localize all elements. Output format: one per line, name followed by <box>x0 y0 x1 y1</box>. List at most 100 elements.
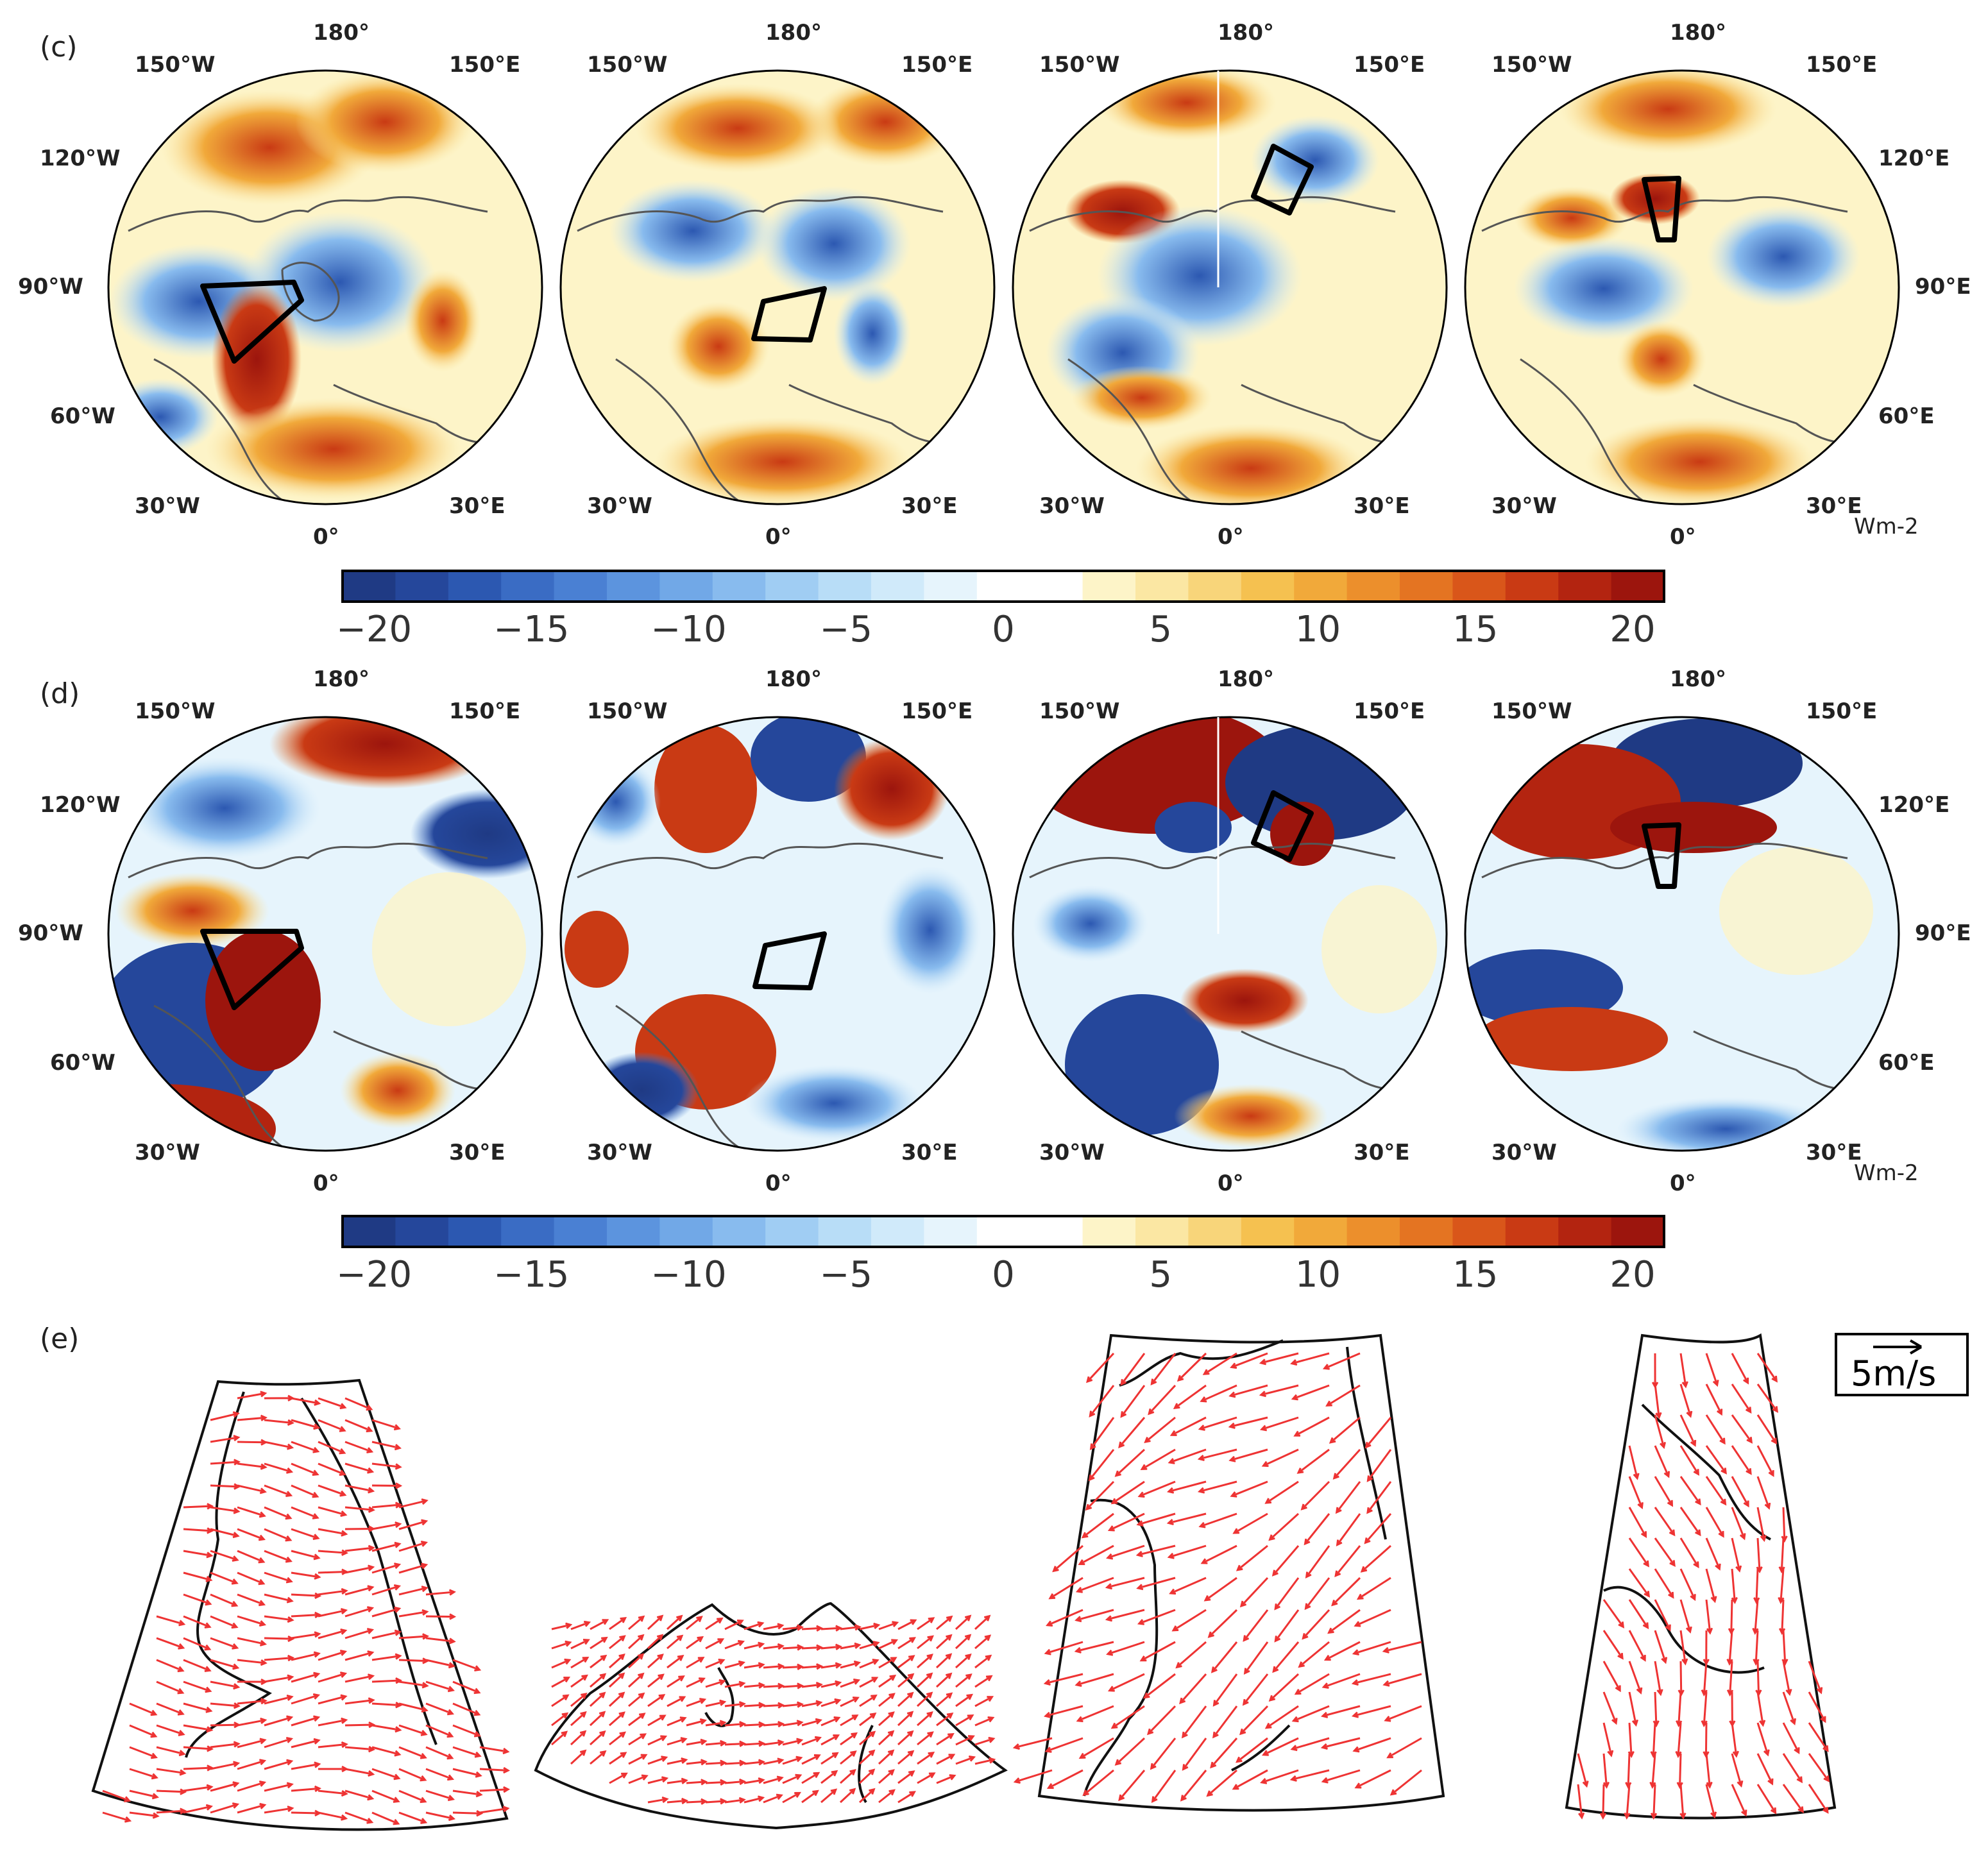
wind-vector-arrow <box>344 1811 374 1824</box>
wind-vector-arrow <box>782 1773 803 1784</box>
wind-vector-arrow <box>318 1650 348 1661</box>
wind-vector-arrow <box>686 1657 705 1669</box>
wind-vector-arrow <box>237 1528 266 1541</box>
wind-vector-arrow <box>974 1634 992 1650</box>
colorbar-cell <box>1347 571 1400 602</box>
wind-vector-arrow <box>264 1694 294 1705</box>
wind-vector-arrow <box>1652 1691 1660 1728</box>
wind-vector-arrow <box>371 1629 402 1639</box>
wind-vector-arrow <box>551 1622 573 1630</box>
wind-vector-arrow <box>1076 1705 1114 1723</box>
colorbar-cell <box>1505 1216 1559 1247</box>
wind-vector-arrow <box>1650 1722 1657 1759</box>
wind-vector-arrow <box>398 1680 429 1689</box>
wind-vector-arrow <box>210 1459 241 1466</box>
wind-vector-arrow <box>425 1746 454 1760</box>
wind-vector-arrow <box>1602 1599 1625 1629</box>
lon-label: 60°W <box>50 403 115 429</box>
wind-vector-arrow <box>840 1624 862 1631</box>
wind-vector-arrow <box>801 1700 823 1707</box>
wind-vector-arrow <box>936 1615 953 1630</box>
wind-vector-arrow <box>183 1571 213 1582</box>
wind-vector-arrow <box>183 1659 212 1672</box>
wind-vector-arrow <box>782 1756 803 1765</box>
wind-vector-arrow <box>371 1746 402 1757</box>
wind-vector-arrow <box>1169 1416 1207 1437</box>
wind-vector-arrow <box>1679 1537 1699 1569</box>
wind-vector-arrow <box>210 1528 240 1539</box>
wind-vector-arrow <box>1264 1705 1299 1729</box>
wind-vector-arrow <box>344 1506 375 1513</box>
colorbar-tick-label: −5 <box>819 1254 872 1296</box>
wind-vector-arrow <box>782 1624 804 1631</box>
lon-label: 30°W <box>1491 493 1557 519</box>
wind-vector-arrow <box>1628 1507 1647 1539</box>
wind-vector-arrow <box>936 1754 956 1765</box>
coord-labels-c: 180° 180° 180° 180° 150°W 150°E 150°W 15… <box>18 20 1971 550</box>
wind-vector-arrow <box>371 1482 403 1489</box>
wind-vector-arrow <box>859 1659 879 1669</box>
wind-vector-arrow <box>1236 1544 1268 1571</box>
wind-vector-arrow <box>237 1414 268 1421</box>
wind-vector-arrow <box>878 1675 897 1688</box>
wind-vector-arrow <box>666 1614 683 1630</box>
wind-vector-arrow <box>371 1584 402 1596</box>
colorbar-cell <box>1558 571 1612 602</box>
colorbar-tick-label: 20 <box>1610 1254 1655 1296</box>
wind-vector-arrow <box>820 1734 840 1746</box>
wind-vector-arrow <box>1239 1705 1269 1736</box>
lon-label: 150°E <box>449 52 520 78</box>
wind-vector-arrow <box>1173 1384 1207 1410</box>
lon-label: 30°E <box>1806 493 1862 519</box>
wind-vector-arrow <box>398 1746 427 1759</box>
wind-vector-arrow <box>1352 1641 1391 1656</box>
colorbar-tick-label: 5 <box>1149 1254 1172 1296</box>
wind-vector-arrow <box>686 1738 708 1746</box>
wind-vector-arrow <box>1731 1445 1752 1475</box>
wind-vector-arrow <box>344 1462 375 1474</box>
wind-vector-arrow <box>763 1643 785 1650</box>
wind-vector-arrow <box>743 1682 765 1689</box>
colorbar-tick-label: 0 <box>992 1254 1015 1296</box>
wind-vector-arrow <box>590 1636 608 1650</box>
wind-vector-arrow <box>820 1698 842 1707</box>
wind-vector-arrow <box>1302 1609 1330 1640</box>
wind-vector-arrow <box>1334 1545 1361 1578</box>
wind-vector-arrow <box>210 1761 241 1770</box>
wind-vector-arrow <box>344 1397 373 1411</box>
wind-vector-arrow <box>724 1660 745 1669</box>
wind-vector-arrow <box>156 1768 187 1776</box>
wind-vector-arrow <box>1137 1480 1176 1498</box>
colorbar-cell <box>765 1216 819 1247</box>
wind-vector-arrow <box>1679 1599 1692 1634</box>
wind-vector-arrow <box>840 1714 859 1727</box>
wind-vector-arrow <box>1118 1770 1146 1802</box>
wind-vector-arrow <box>917 1617 935 1630</box>
wind-vector-arrow <box>183 1784 214 1792</box>
wind-vector-arrow <box>398 1811 428 1824</box>
wind-vector-arrow <box>1293 1416 1330 1437</box>
colorbar-cell <box>924 1216 978 1247</box>
wind-vector-arrow <box>1105 1609 1145 1622</box>
map-d3 <box>1012 716 1448 1152</box>
wind-vector-arrow <box>291 1506 319 1519</box>
wind-vector-arrow <box>878 1749 895 1765</box>
wind-vector-arrow <box>344 1790 375 1801</box>
wind-vector-arrow <box>590 1654 607 1669</box>
colorbar-cell <box>1188 1216 1242 1247</box>
colorbar-tick-label: −15 <box>493 609 569 650</box>
wind-vector-arrow <box>291 1738 321 1748</box>
wind-vector-arrow <box>1332 1448 1361 1480</box>
wind-vector-arrow <box>1755 1661 1762 1697</box>
wind-vector-arrow <box>551 1712 569 1727</box>
wind-vector-arrow <box>955 1735 975 1746</box>
wind-vector-arrow <box>264 1571 293 1584</box>
wind-vector-arrow <box>291 1809 322 1816</box>
wind-vector-arrow <box>210 1741 241 1748</box>
colorbar-tick-label: −10 <box>650 609 726 650</box>
wind-vector-arrow <box>371 1441 402 1451</box>
wind-vector-arrow <box>1676 1753 1683 1790</box>
wind-vector-arrow <box>763 1682 785 1689</box>
wind-vector-arrow <box>1386 1737 1422 1759</box>
lon-label: 150°W <box>1039 698 1119 724</box>
